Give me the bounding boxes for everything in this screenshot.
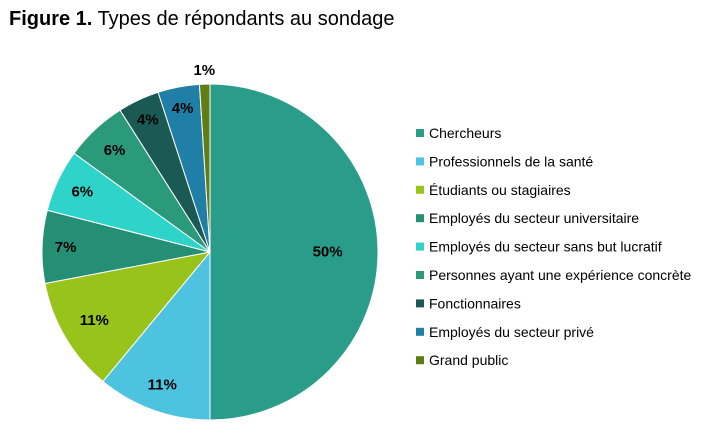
legend-label-employes-du-secteur-universitaire: Employés du secteur universitaire [429, 210, 639, 226]
legend-label-chercheurs: Chercheurs [429, 125, 501, 141]
pie-slice-grand-public [198, 83, 211, 253]
data-label-personnes-ayant-une-experience-concrete: 6% [104, 142, 126, 159]
data-label-chercheurs: 50% [313, 244, 343, 261]
legend-label-employes-du-secteur-prive: Employés du secteur privé [429, 324, 594, 340]
legend-swatch-professionnels-de-la-sante [416, 157, 424, 166]
legend-label-etudiants-ou-stagiaires: Étudiants ou stagiaires [429, 182, 571, 198]
legend-swatch-chercheurs [416, 129, 424, 137]
data-label-professionnels-de-la-sante: 11% [148, 376, 177, 393]
legend-label-employes-du-secteur-sans-but-lucratif: Employés du secteur sans but lucratif [429, 239, 662, 255]
chart-title: Figure 1. Types de répondants au sondage [9, 6, 394, 32]
legend-swatch-personnes-ayant-une-experience-concrete [416, 271, 424, 279]
figure-title-text: Types de répondants au sondage [97, 8, 395, 30]
data-label-grand-public: 1% [193, 62, 215, 79]
legend-swatch-employes-du-secteur-prive [416, 327, 424, 336]
legend-label-grand-public: Grand public [429, 352, 508, 368]
legend-swatch-employes-du-secteur-universitaire [416, 214, 424, 223]
chart-legend: Chercheurs Professionnels de la santé Étud… [416, 125, 691, 368]
legend-label-fonctionnaires: Fonctionnaires [429, 295, 521, 311]
legend-label-personnes-ayant-une-experience-concrete: Personnes ayant une expérience concrète [429, 267, 691, 283]
data-label-fonctionnaires: 4% [137, 111, 159, 128]
legend-swatch-fonctionnaires [416, 299, 424, 308]
pie-slices [41, 83, 379, 421]
pie-slice-chercheurs [209, 83, 379, 421]
pie-slice-etudiants-ou-stagiaires [44, 251, 212, 383]
figure-number: Figure 1. [9, 8, 93, 30]
data-label-employes-du-secteur-sans-but-lucratif: 6% [71, 183, 93, 200]
legend-swatch-grand-public [416, 356, 424, 365]
data-label-employes-du-secteur-universitaire: 7% [55, 239, 77, 256]
pie-slice-professionnels-de-la-sante [102, 250, 211, 421]
data-label-etudiants-ou-stagiaires: 11% [80, 312, 109, 329]
pie-data-labels: 50% 11% 11% 7% 6% 6% 4% 4% 1% [55, 62, 343, 393]
legend-swatch-etudiants-ou-stagiaires [416, 185, 424, 194]
data-label-employes-du-secteur-prive: 4% [172, 100, 194, 117]
legend-swatch-employes-du-secteur-sans-but-lucratif [416, 242, 424, 251]
legend-label-professionnels-de-la-sante: Professionnels de la santé [429, 153, 593, 169]
